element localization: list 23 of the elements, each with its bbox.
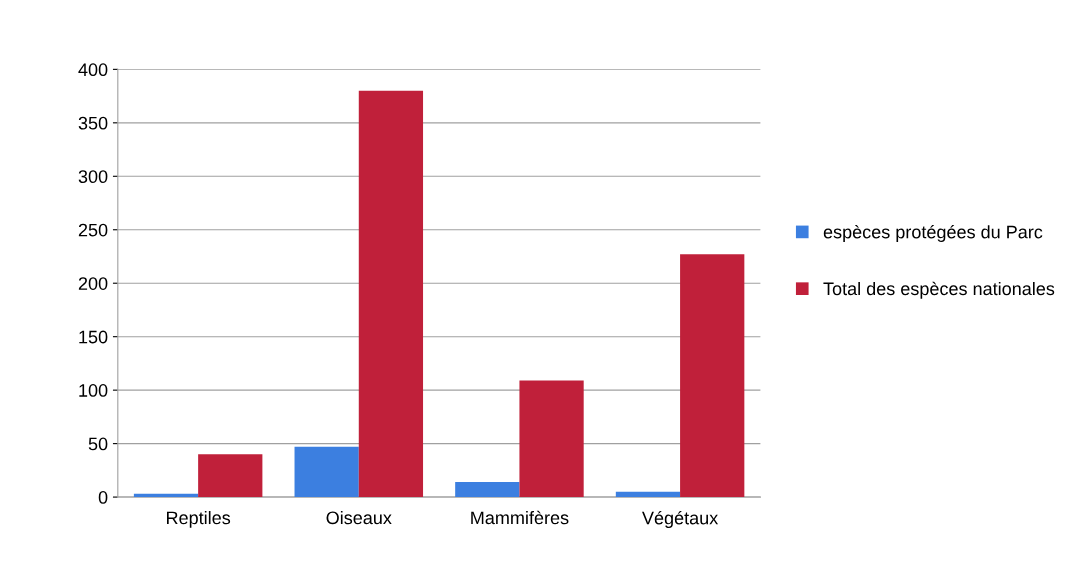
legend-label: espèces protégées du Parc <box>823 224 1043 242</box>
legend-label: Total des espèces nationales <box>823 281 1055 299</box>
y-tick-label: 50 <box>88 437 108 451</box>
bar <box>455 482 520 498</box>
y-tick-label: 300 <box>78 170 108 184</box>
x-tick-label: Oiseaux <box>326 510 392 525</box>
x-tick-label: Reptiles <box>167 510 231 528</box>
bar <box>680 254 745 498</box>
y-tick-label: 100 <box>79 384 108 397</box>
x-tick-label: Mammifères <box>471 510 569 525</box>
y-tick-label: 150 <box>79 330 108 344</box>
y-tick-label: 0 <box>98 491 108 504</box>
bar <box>519 380 584 498</box>
bar <box>133 493 199 498</box>
y-tick-label: 200 <box>78 277 108 290</box>
bar <box>615 491 681 498</box>
bar <box>358 90 424 498</box>
x-tick-label: Végétaux <box>642 510 719 529</box>
y-tick-label: 350 <box>78 116 108 130</box>
y-tick-label: 400 <box>78 63 108 77</box>
y-tick-label: 250 <box>78 223 108 237</box>
bar <box>294 446 359 498</box>
bar <box>198 454 263 498</box>
